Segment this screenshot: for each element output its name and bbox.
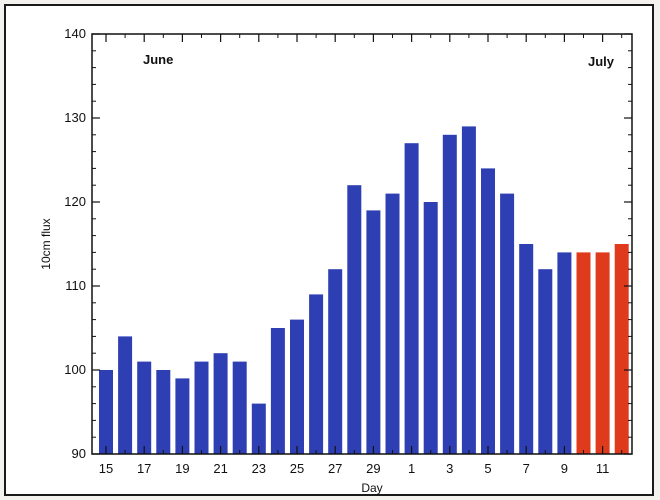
x-tick-label: 27 [328,461,342,476]
x-tick-label: 3 [446,461,453,476]
x-tick-label: 15 [99,461,113,476]
y-axis-label: 10cm flux [39,218,53,269]
x-tick-label: 1 [408,461,415,476]
bar-day-11 [595,252,610,454]
bar-day-18 [156,370,171,454]
bar-day-12 [614,244,629,454]
x-tick-label: 11 [596,461,610,476]
bar-day-26 [309,294,324,454]
bar-day-7 [519,244,534,454]
annotation-june: June [143,52,173,67]
x-tick-label: 23 [252,461,266,476]
y-tick-label: 110 [65,278,86,293]
bar-day-5 [481,168,495,454]
bar-day-8 [538,269,553,454]
x-tick-label: 9 [561,461,568,476]
bar-day-9 [557,252,572,454]
bar-day-2 [423,202,438,454]
bar-day-10 [576,252,591,454]
x-tick-label: 25 [290,461,304,476]
y-tick-label: 90 [72,446,86,461]
y-tick-label: 130 [64,110,86,125]
x-tick-label: 19 [175,461,189,476]
bar-day-29 [366,210,381,454]
x-tick-label: 29 [366,461,380,476]
bar-day-3 [442,134,457,455]
bar-day-17 [137,361,152,454]
y-axis: 90 100 110 120 130 140 [64,26,632,461]
bar-day-6 [500,193,515,454]
y-tick-label: 100 [64,362,86,377]
x-tick-label: 17 [137,461,151,476]
x-tick-label: 7 [523,461,530,476]
bar-day-28 [347,185,362,454]
x-tick-label: 5 [484,461,491,476]
plot-area [91,33,633,455]
x-axis: 15 17 19 21 23 25 27 29 1 3 5 7 9 11 [99,34,623,476]
x-axis-label: Day [361,481,382,495]
bar-day-4 [461,126,476,455]
bar-day-22 [232,361,247,454]
bar-day-21 [213,353,228,454]
bar-day-23 [251,403,266,454]
bar-day-1 [404,143,419,454]
bar-day-25 [290,319,304,454]
bar-day-20 [194,361,209,454]
y-tick-label: 120 [64,194,86,209]
bars-group [99,126,629,455]
bar-day-15 [99,370,113,454]
bar-day-19 [175,378,190,454]
bar-day-27 [328,269,343,454]
bar-day-16 [118,336,133,454]
x-tick-label: 21 [213,461,227,476]
bar-day-30 [385,193,400,454]
bar-day-24 [270,328,285,454]
annotation-july: July [588,54,615,69]
y-tick-label: 140 [64,26,86,41]
